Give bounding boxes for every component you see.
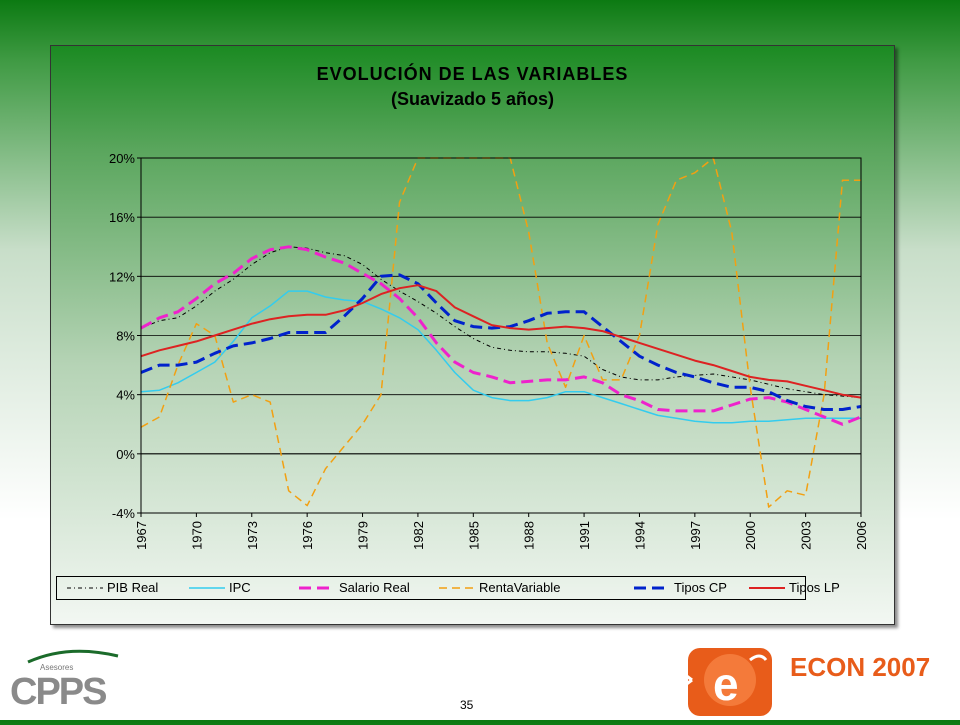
legend-swatch xyxy=(299,586,335,590)
y-axis-ticks: -4% 0% 4% 8% 12% 16% 20% xyxy=(109,151,141,521)
x-tick-label: 1991 xyxy=(577,521,592,550)
logo-big-text: CPPS xyxy=(10,671,106,710)
x-tick-label: 1979 xyxy=(356,521,371,550)
legend-item: PIB Real xyxy=(65,577,175,599)
x-tick-label: 1967 xyxy=(134,521,149,550)
plot-area-frame xyxy=(140,157,862,514)
legend-label: PIB Real xyxy=(107,580,159,595)
cpps-logo: Asesores CPPS xyxy=(8,640,138,713)
econ-e-icon: e xyxy=(683,648,772,716)
svg-text:e: e xyxy=(713,658,739,710)
series-line-rentavariable xyxy=(140,157,861,508)
legend-item: Salario Real xyxy=(297,577,432,599)
y-tick-label: 0% xyxy=(116,447,135,462)
econ-2007-logo: e ECON 2007 xyxy=(680,640,960,720)
chart-panel: -4% 0% 4% 8% 12% 16% 20% 1967 1970 1973 1976 1979 1… xyxy=(50,45,895,625)
x-tick-label: 1976 xyxy=(300,521,315,550)
x-tick-label: 1970 xyxy=(189,521,204,550)
logo-small-text: Asesores xyxy=(40,663,73,672)
legend-label: IPC xyxy=(229,580,251,595)
x-tick-label: 1982 xyxy=(411,521,426,550)
chart-title: EVOLUCIÓN DE LAS VARIABLES xyxy=(316,64,629,84)
legend-label: RentaVariable xyxy=(479,580,561,595)
legend-label: Salario Real xyxy=(339,580,410,595)
x-axis-ticks: 1967 1970 1973 1976 1979 1982 1985 1988 1991 1994… xyxy=(134,513,869,550)
series-line-tipos-lp xyxy=(140,284,862,399)
legend-swatch xyxy=(189,587,225,589)
legend-swatch xyxy=(634,586,670,590)
x-tick-label: 1985 xyxy=(466,521,481,550)
page-number: 35 xyxy=(460,698,474,712)
legend-item: IPC xyxy=(187,577,287,599)
chart-legend: PIB Real IPC Salario Real RentaVariable Tipo… xyxy=(56,576,840,600)
line-chart: -4%0%4%8%12%16%20% 1967 1970 1973 1976 1979 1… xyxy=(109,151,869,550)
legend-item: Tipos LP xyxy=(747,577,840,599)
x-tick-label: 1988 xyxy=(522,521,537,550)
chart-subtitle: (Suavizado 5 años) xyxy=(390,89,555,109)
x-tick-label: 1997 xyxy=(688,521,703,550)
series-lines xyxy=(140,157,862,508)
series-line-ipc xyxy=(140,290,861,424)
legend-swatch xyxy=(67,587,103,589)
x-tick-label: 2006 xyxy=(854,521,869,550)
y-tick-label: 16% xyxy=(109,210,135,225)
x-tick-label: 1973 xyxy=(245,521,260,550)
legend-label: Tipos CP xyxy=(674,580,727,595)
legend-item: Tipos CP xyxy=(632,577,742,599)
x-tick-label: 1994 xyxy=(632,521,647,550)
legend-item: RentaVariable xyxy=(437,577,622,599)
y-tick-label: 4% xyxy=(116,388,135,403)
y-tick-label: 8% xyxy=(116,329,135,344)
legend-swatch xyxy=(749,587,785,589)
x-tick-label: 2000 xyxy=(743,521,758,550)
grid-lines xyxy=(141,157,861,514)
y-tick-label: 20% xyxy=(109,151,135,166)
y-tick-label: 12% xyxy=(109,269,135,284)
series-line-tipos-cp xyxy=(140,273,862,411)
series-line-pib-real xyxy=(140,246,862,399)
legend-label: Tipos LP xyxy=(789,580,840,595)
legend-swatch xyxy=(439,587,475,589)
y-tick-label: -4% xyxy=(112,506,136,521)
x-tick-label: 2003 xyxy=(799,521,814,550)
econ-text: ECON 2007 xyxy=(790,652,930,682)
